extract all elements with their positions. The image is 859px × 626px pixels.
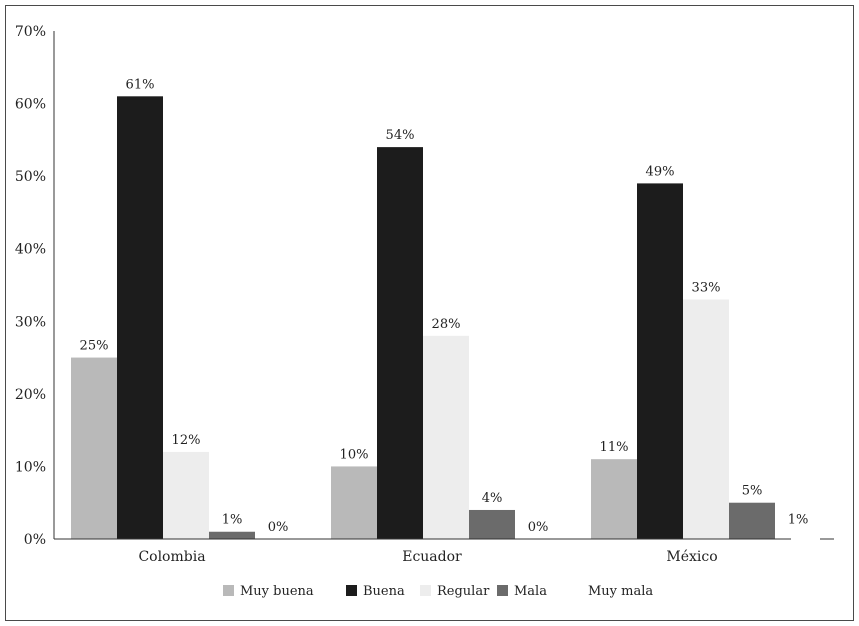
bar xyxy=(377,147,423,539)
data-label: 1% xyxy=(788,513,809,528)
data-label: 33% xyxy=(692,281,721,296)
data-label: 25% xyxy=(80,339,109,354)
category-label: Ecuador xyxy=(402,549,462,565)
category-label: México xyxy=(666,549,717,565)
legend-swatch xyxy=(497,585,508,596)
bar xyxy=(71,357,117,539)
data-label: 12% xyxy=(172,433,201,448)
y-tick-label: 50% xyxy=(15,169,46,185)
bar xyxy=(117,96,163,540)
data-label: 11% xyxy=(600,440,629,455)
y-tick-label: 60% xyxy=(15,97,46,113)
data-label: 54% xyxy=(386,128,415,143)
y-tick-label: 10% xyxy=(15,459,46,475)
y-tick-label: 40% xyxy=(15,242,46,258)
legend-label: Regular xyxy=(437,584,490,599)
bar xyxy=(331,466,377,539)
bar xyxy=(163,451,209,539)
bar xyxy=(591,459,637,539)
y-tick-label: 70% xyxy=(15,24,46,40)
data-label: 61% xyxy=(126,77,155,92)
bar xyxy=(209,531,255,539)
legend-label: Muy mala xyxy=(588,584,653,599)
bar xyxy=(729,502,775,539)
bar xyxy=(469,509,515,539)
bar xyxy=(423,335,469,539)
legend-swatch xyxy=(346,585,357,596)
data-label: 4% xyxy=(482,491,503,506)
data-label: 28% xyxy=(432,317,461,332)
bar xyxy=(683,299,729,539)
data-label: 0% xyxy=(268,520,289,535)
y-tick-label: 20% xyxy=(15,387,46,403)
legend-label: Mala xyxy=(514,584,547,599)
data-label: 10% xyxy=(340,447,369,462)
data-label: 5% xyxy=(742,484,763,499)
legend-label: Buena xyxy=(363,584,405,599)
legend-swatch xyxy=(223,585,234,596)
data-label: 49% xyxy=(646,164,675,179)
data-label: 0% xyxy=(528,520,549,535)
legend-label: Muy buena xyxy=(240,584,314,599)
bar xyxy=(775,531,821,539)
y-tick-label: 30% xyxy=(15,314,46,330)
legend-swatch xyxy=(420,585,431,596)
bar xyxy=(637,183,683,539)
y-tick-label: 0% xyxy=(24,532,46,548)
data-label: 1% xyxy=(222,513,243,528)
chart-frame xyxy=(5,5,854,621)
category-label: Colombia xyxy=(138,549,205,565)
